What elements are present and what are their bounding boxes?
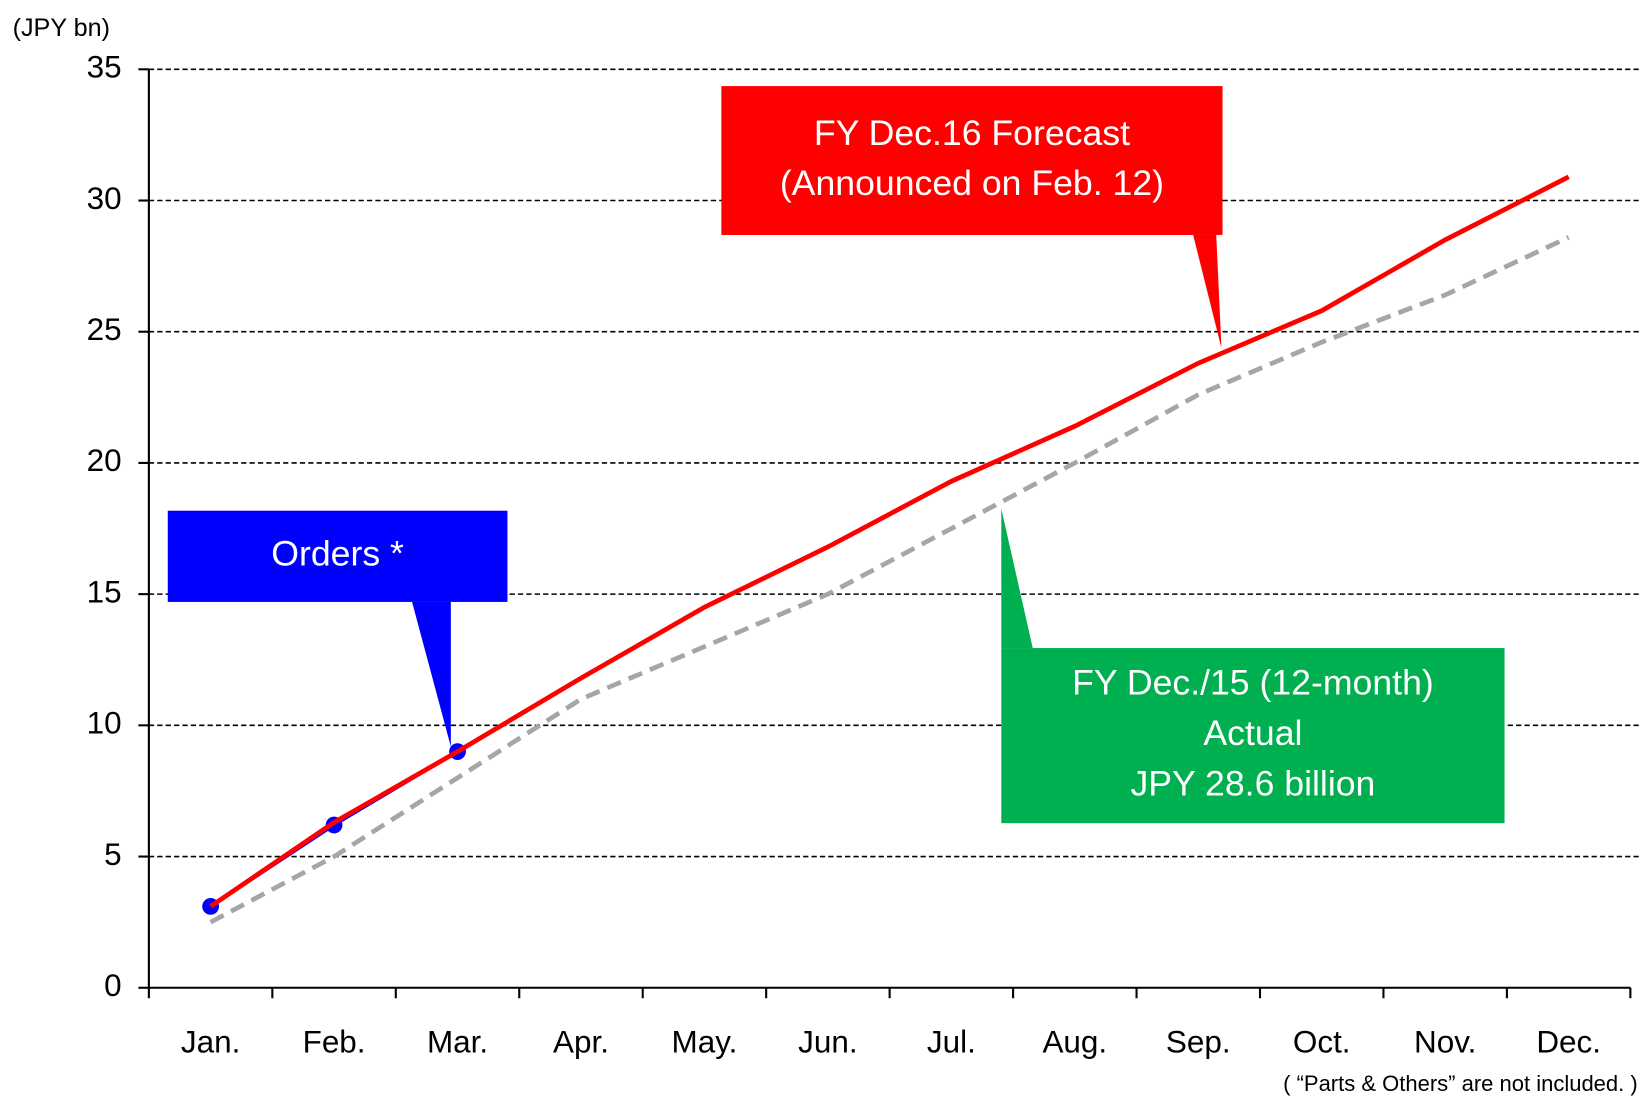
x-tick-label: Feb.	[303, 1025, 366, 1060]
callout-text: Actual	[1203, 713, 1302, 753]
x-tick-label: Apr.	[553, 1025, 609, 1060]
y-unit-label: (JPY bn)	[13, 14, 110, 42]
callout-pointer	[1193, 234, 1222, 349]
x-tick-label: Sep.	[1166, 1025, 1231, 1060]
x-tick-label: Oct.	[1293, 1025, 1351, 1060]
x-tick-label: Dec.	[1536, 1025, 1601, 1060]
callout-pointer	[1001, 508, 1033, 649]
callout-box	[167, 510, 508, 602]
callout-text: FY Dec./15 (12-month)	[1072, 663, 1434, 703]
series-line	[209, 174, 1570, 909]
y-tick-label: 20	[87, 443, 122, 478]
callout-text: JPY 28.6 billion	[1130, 763, 1375, 803]
footnote: ( “Parts & Others” are not included. )	[1283, 1071, 1638, 1096]
x-tick-label: Nov.	[1414, 1025, 1476, 1060]
y-tick-label: 5	[104, 837, 121, 872]
callout-text: (Announced on Feb. 12)	[780, 163, 1164, 203]
x-tick-label: Jun.	[798, 1025, 857, 1060]
y-tick-label: 35	[87, 50, 122, 85]
callout-text: Orders *	[271, 534, 404, 574]
x-tick-label: Jan.	[181, 1025, 240, 1060]
y-tick-label: 30	[87, 181, 122, 216]
x-tick-label: May.	[672, 1025, 738, 1060]
x-tick-label: Jul.	[927, 1025, 976, 1060]
callout-box	[721, 86, 1223, 235]
callout-text: FY Dec.16 Forecast	[814, 113, 1130, 153]
y-tick-label: 10	[87, 706, 122, 741]
callout-box	[1001, 648, 1505, 824]
series-line	[209, 235, 1570, 925]
y-tick-label: 25	[87, 312, 122, 347]
y-tick-label: 15	[87, 574, 122, 609]
y-tick-label: 0	[104, 968, 121, 1003]
x-tick-label: Mar.	[427, 1025, 488, 1060]
x-tick-label: Aug.	[1042, 1025, 1107, 1060]
